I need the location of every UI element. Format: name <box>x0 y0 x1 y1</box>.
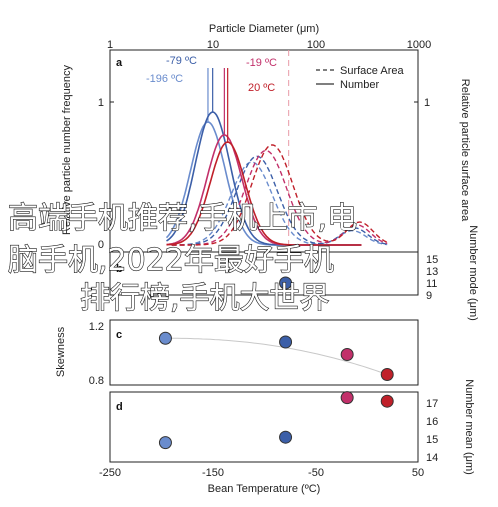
panel-d-point <box>279 430 293 444</box>
annotation-20: 20 ºC <box>248 82 275 94</box>
panel-a-right-ylabel: Relative particle surface area <box>459 79 471 222</box>
panel-a-right-tick: 1 <box>424 97 430 109</box>
panel-d-point <box>340 391 354 405</box>
panel-c-point <box>380 368 394 381</box>
panel-d-points <box>158 391 394 450</box>
top-tick-label: 1000 <box>407 39 431 51</box>
top-tick-label: 100 <box>307 39 325 51</box>
annotation-minus196: -196 ºC <box>146 73 183 85</box>
number-curve-3 <box>166 141 362 246</box>
surface-curve-0 <box>171 161 388 246</box>
panel-a-left-tick: 1 <box>98 97 104 109</box>
x-axis-title: Bean Temperature (ºC) <box>208 483 321 495</box>
panel-d-label: d <box>116 401 123 413</box>
x-tick-label: -250 <box>99 467 121 479</box>
top-tick-label: 1 <box>107 39 113 51</box>
panel-d-tick: 14 <box>426 452 438 464</box>
panel-d-ylabel: Number mean (μm) <box>463 379 475 475</box>
panel-a-curves <box>165 68 388 246</box>
panel-c-trend-line <box>165 337 388 375</box>
panel-a-left-ylabel: Relative particle number frequency <box>61 65 73 235</box>
panel-c-points <box>158 331 394 381</box>
panel-b-tick: 15 <box>426 254 438 266</box>
overlay-line-1: 高端手机推荐,手机上市,电 <box>8 201 357 236</box>
annotation-minus79: -79 ºC <box>166 55 197 67</box>
panel-b-tick: 11 <box>426 278 437 290</box>
panel-c-ylabel: Skewness <box>55 326 67 377</box>
panel-d-point <box>158 436 172 450</box>
surface-curve-1 <box>171 155 388 246</box>
overlay-line-2: 脑手机,2022年最好手机 <box>8 243 334 278</box>
top-tick-label: 10 <box>207 39 219 51</box>
top-axis-title: Particle Diameter (μm) <box>209 23 319 35</box>
annotation-minus19: -19 ºC <box>246 57 277 69</box>
panel-d-tick: 15 <box>426 434 438 446</box>
panel-b-tick: 13 <box>426 266 438 278</box>
panel-c-frame <box>109 319 419 386</box>
legend-number: Number <box>340 79 379 91</box>
panel-d-tick: 17 <box>426 398 438 410</box>
overlay-line-3: 排行榜,手机大世界 <box>80 281 330 316</box>
panel-b-ylabel: Number mode (μm) <box>467 225 479 321</box>
panel-b-label: b <box>116 263 123 275</box>
panel-b-points <box>279 276 293 290</box>
panel-c-point <box>279 335 293 349</box>
panel-b-point <box>279 276 293 290</box>
panel-a-left-tick: 0 <box>98 239 104 251</box>
legend-surface-area: Surface Area <box>340 65 404 77</box>
panel-c-tick: 0.8 <box>89 375 104 387</box>
legend: Surface Area Number <box>316 65 404 91</box>
panel-d-tick: 16 <box>426 416 438 428</box>
panel-a-label: a <box>116 57 123 69</box>
panel-d-frame <box>109 391 419 463</box>
panel-b-tick: 9 <box>426 290 432 302</box>
surface-curve-3 <box>171 144 388 246</box>
bottom-axis: -250 -150 -50 50 Bean Temperature (ºC) <box>99 467 424 495</box>
x-tick-label: -50 <box>308 467 324 479</box>
x-tick-label: -150 <box>202 467 224 479</box>
panel-c-label: c <box>116 329 122 341</box>
panel-d-point <box>380 394 394 408</box>
top-axis: Particle Diameter (μm) 1 10 100 1000 <box>107 23 431 51</box>
surface-curve-2 <box>171 149 388 246</box>
panel-c-point <box>158 331 172 345</box>
panel-b-frame <box>109 251 419 296</box>
panel-c-tick: 1.2 <box>89 321 104 333</box>
overlay-text: 高端手机推荐,手机上市,电 脑手机,2022年最好手机 排行榜,手机大世界 <box>7 200 357 316</box>
x-tick-label: 50 <box>412 467 424 479</box>
panel-c-point <box>340 348 354 361</box>
